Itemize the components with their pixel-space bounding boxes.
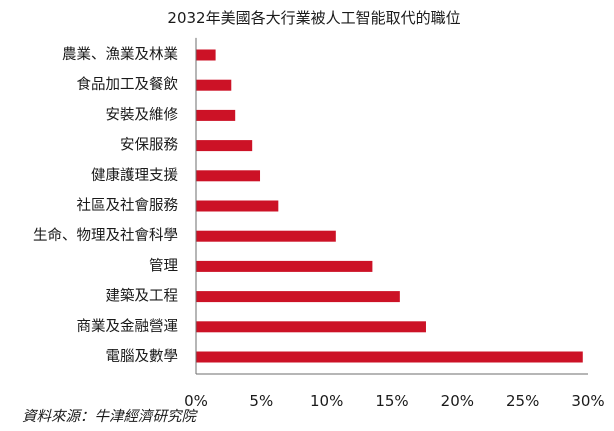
x-tick-label-5: 20% bbox=[441, 392, 474, 410]
category-label-1: 農業、漁業及林業 bbox=[62, 46, 178, 63]
x-tick-label-2: 5% bbox=[249, 392, 273, 410]
category-label-11: 電腦及數學 bbox=[106, 347, 179, 365]
category-label-5: 健康護理支援 bbox=[91, 167, 178, 184]
category-labels: 農業、漁業及林業食品加工及餐飲安裝及維修安保服務健康護理支援社區及社會服務生命、… bbox=[33, 46, 178, 365]
bar-5 bbox=[196, 170, 261, 182]
x-tick-label-4: 15% bbox=[375, 392, 408, 410]
bar-3 bbox=[196, 109, 236, 121]
bar-9 bbox=[196, 291, 400, 303]
category-label-9: 建築及工程 bbox=[106, 287, 179, 305]
x-tick-label-1: 0% bbox=[184, 392, 208, 410]
bar-4 bbox=[196, 140, 253, 152]
bar-11 bbox=[196, 351, 583, 363]
bars-group bbox=[196, 49, 583, 363]
bar-7 bbox=[196, 230, 336, 242]
bar-2 bbox=[196, 79, 232, 91]
category-label-3: 安裝及維修 bbox=[106, 106, 179, 123]
category-label-8: 管理 bbox=[149, 257, 178, 274]
category-label-2: 食品加工及餐飲 bbox=[77, 76, 179, 93]
source-note: 資料來源：牛津經濟研究院 bbox=[22, 408, 198, 425]
x-tick-labels: 0% 5% 10% 15% 20% 25% 30% bbox=[184, 392, 605, 410]
category-label-10: 商業及金融營運 bbox=[77, 318, 179, 335]
category-label-6: 社區及社會服務 bbox=[77, 197, 179, 214]
bar-1 bbox=[196, 49, 216, 61]
x-tick-label-7: 30% bbox=[571, 392, 604, 410]
bar-6 bbox=[196, 200, 279, 212]
x-tick-label-6: 25% bbox=[506, 392, 539, 410]
bar-8 bbox=[196, 260, 373, 272]
x-tick-label-3: 10% bbox=[310, 392, 343, 410]
bar-10 bbox=[196, 321, 426, 333]
chart-title: 2032年美國各大行業被人工智能取代的職位 bbox=[167, 9, 460, 27]
category-label-4: 安保服務 bbox=[120, 137, 178, 154]
category-label-7: 生命、物理及社會科學 bbox=[33, 226, 178, 244]
